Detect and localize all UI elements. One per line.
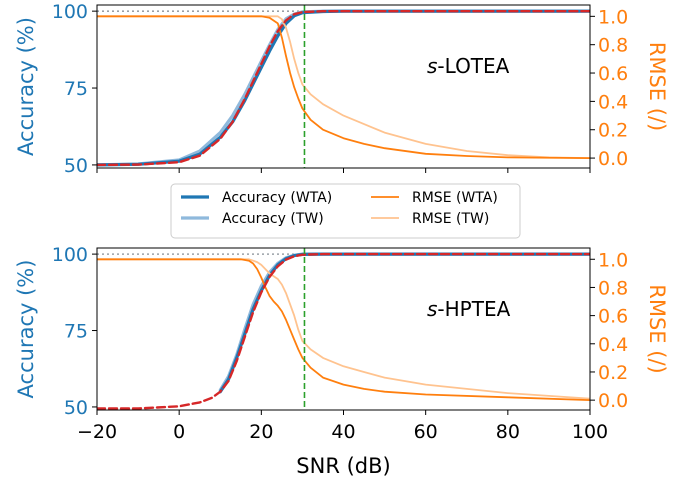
legend-box (170, 183, 521, 239)
y-right-tick-label: 0.4 (598, 91, 628, 113)
series-line-acc-wta (218, 252, 590, 394)
y-left-tick-label: 100 (52, 1, 88, 23)
y-left-tick-label: 100 (52, 244, 88, 266)
panel-label-suffix: -HPTEA (437, 297, 510, 321)
legend-label: Accuracy (WTA) (222, 190, 332, 206)
series-line-acc-tw (97, 9, 590, 167)
x-axis-label: SNR (dB) (296, 454, 390, 478)
y-right-tick-label: 0.2 (598, 120, 628, 142)
legend-label: RMSE (WTA) (412, 190, 498, 206)
panel-label: s-HPTEA (427, 297, 511, 321)
axes-frame (96, 247, 591, 411)
series-line-acc-wta (97, 9, 590, 167)
y-right-tick-label: 0.2 (598, 362, 628, 384)
legend: Accuracy (WTA) Accuracy (TW) RMSE (WTA) RMS… (170, 183, 521, 239)
x-tick-label: 20 (249, 421, 273, 443)
y-right-tick-label: 0.8 (598, 277, 628, 299)
panel-hptea: 50 75 100 0.0 0.2 0.4 0.6 0.8 1.0 −20 0 20 40 60 80 100… (14, 244, 669, 478)
x-tick-label: 40 (331, 421, 355, 443)
series-line-acc-tw (218, 252, 590, 392)
y-right-tick-label: 1.0 (598, 249, 628, 271)
legend-label: Accuracy (TW) (222, 211, 324, 227)
x-tick-label: −20 (77, 421, 117, 443)
y-left-axis-label: Accuracy (%) (14, 260, 38, 399)
series-line-fit (97, 10, 590, 167)
y-right-tick-label: 0.0 (598, 148, 628, 170)
x-tick-label: 100 (572, 421, 608, 443)
series-line-rmse-tw (97, 15, 590, 159)
y-left-tick-label: 75 (64, 321, 88, 343)
x-tick-label: 80 (496, 421, 520, 443)
panel-label-prefix: s (427, 54, 437, 78)
series-line-fit (97, 252, 590, 410)
y-left-tick-label: 50 (64, 397, 88, 419)
series-line-rmse-tw (97, 258, 590, 400)
panel-label-suffix: -LOTEA (437, 54, 509, 78)
panel-label-prefix: s (427, 297, 437, 321)
y-right-tick-label: 0.6 (598, 306, 628, 328)
y-right-axis-label: RMSE (/) (645, 42, 669, 131)
x-tick-label: 60 (414, 421, 438, 443)
y-right-tick-label: 0.4 (598, 334, 628, 356)
legend-label: RMSE (TW) (412, 211, 489, 227)
series-line-rmse-wta (97, 15, 590, 159)
x-tick-label: 0 (173, 421, 185, 443)
y-right-tick-label: 1.0 (598, 6, 628, 28)
series-line-rmse-wta (97, 258, 590, 401)
y-right-tick-label: 0.0 (598, 390, 628, 412)
y-left-tick-label: 50 (64, 155, 88, 177)
panel-lotea: 50 75 100 0.0 0.2 0.4 0.6 0.8 1.0 Accuracy (%) RMS… (14, 1, 669, 177)
panel-label: s-LOTEA (427, 54, 510, 78)
y-left-axis-label: Accuracy (%) (14, 17, 38, 156)
axes-frame (96, 4, 591, 169)
y-right-axis-label: RMSE (/) (645, 284, 669, 373)
y-right-tick-label: 0.8 (598, 35, 628, 57)
y-left-tick-label: 75 (64, 78, 88, 100)
y-right-tick-label: 0.6 (598, 63, 628, 85)
